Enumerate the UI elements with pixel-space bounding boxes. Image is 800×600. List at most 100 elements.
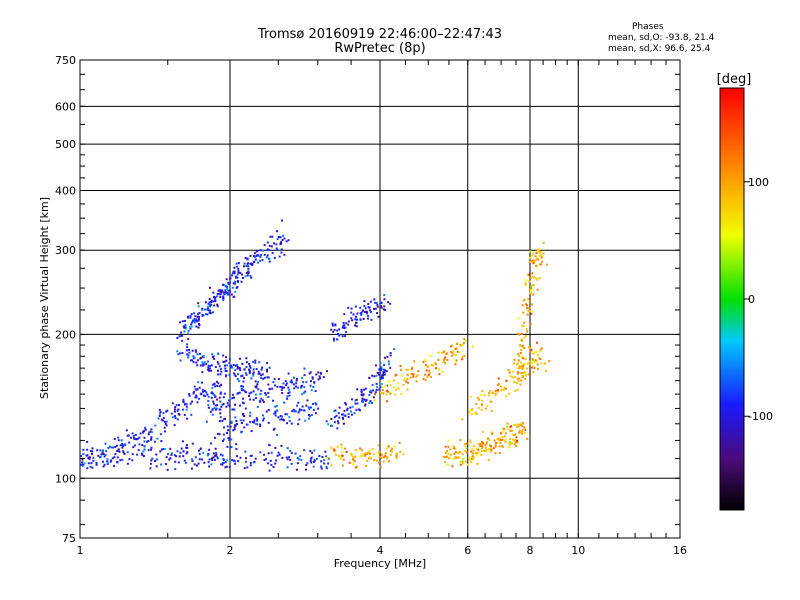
data-point-o [181, 351, 184, 354]
data-point-o [238, 380, 241, 383]
data-point-o [309, 371, 312, 374]
data-point-o [131, 432, 134, 435]
data-point-o [210, 392, 213, 395]
data-point-o [367, 315, 370, 318]
data-point-o [387, 301, 390, 304]
data-point-o [201, 388, 204, 391]
data-point-x [507, 428, 510, 431]
data-point-x [494, 392, 497, 395]
data-point-x [516, 388, 519, 391]
data-point-x [485, 448, 488, 451]
data-point-o [209, 410, 212, 413]
data-point-x [469, 441, 472, 444]
data-point-x [511, 370, 514, 373]
data-point-o [272, 428, 275, 431]
data-point-x [511, 430, 514, 433]
data-point-o [212, 392, 215, 395]
data-point-o [162, 411, 165, 414]
data-point-x [475, 412, 478, 415]
data-point-x [356, 465, 359, 468]
data-point-o [335, 414, 338, 417]
data-point-x [389, 384, 392, 387]
data-point-o [188, 351, 191, 354]
data-point-o [383, 298, 386, 301]
data-point-o [308, 415, 311, 418]
x-tick-label: 16 [673, 544, 687, 557]
data-point-o [312, 460, 315, 463]
data-point-o [261, 366, 264, 369]
data-point-o [217, 353, 220, 356]
data-point-o [220, 291, 223, 294]
data-point-o [194, 396, 197, 399]
data-point-o [298, 418, 301, 421]
data-point-o [259, 425, 262, 428]
data-point-x [468, 456, 471, 459]
data-point-o [369, 389, 372, 392]
data-point-x [517, 367, 520, 370]
data-point-o [244, 372, 247, 375]
data-point-o [251, 263, 254, 266]
data-point-x [485, 442, 488, 445]
data-point-o [255, 396, 258, 399]
data-point-o [360, 312, 363, 315]
data-point-o [333, 421, 336, 424]
data-point-o [182, 450, 185, 453]
data-point-o [80, 463, 83, 466]
data-point-o [149, 448, 152, 451]
data-point-o [225, 278, 228, 281]
data-point-o [250, 391, 253, 394]
data-point-x [400, 368, 403, 371]
data-point-x [407, 368, 410, 371]
data-point-o [227, 289, 230, 292]
data-point-o [90, 462, 93, 465]
data-point-o [310, 456, 313, 459]
data-point-o [311, 451, 314, 454]
data-point-o [245, 460, 248, 463]
data-point-x [507, 446, 510, 449]
data-point-o [259, 451, 262, 454]
data-point-o [242, 277, 245, 280]
data-point-o [380, 305, 383, 308]
data-point-o [255, 368, 258, 371]
data-point-o [216, 432, 219, 435]
data-point-o [195, 320, 198, 323]
data-point-o [249, 454, 252, 457]
data-point-o [224, 367, 227, 370]
data-point-o [265, 410, 268, 413]
data-point-o [134, 433, 137, 436]
data-point-o [213, 357, 216, 360]
data-point-o [228, 374, 231, 377]
data-point-o [337, 422, 340, 425]
data-point-o [236, 276, 239, 279]
data-point-x [458, 351, 461, 354]
data-point-o [236, 273, 239, 276]
data-point-o [334, 323, 337, 326]
data-point-o [278, 255, 281, 258]
data-point-o [126, 434, 129, 437]
data-point-o [246, 274, 249, 277]
data-point-x [498, 437, 501, 440]
data-point-o [208, 465, 211, 468]
data-point-o [376, 303, 379, 306]
data-point-o [369, 300, 372, 303]
data-point-o [207, 302, 210, 305]
data-point-o [281, 239, 284, 242]
data-point-o [287, 239, 290, 242]
data-point-o [354, 402, 357, 405]
data-point-o [198, 311, 201, 314]
data-point-o [221, 419, 224, 422]
data-point-o [376, 312, 379, 315]
data-point-x [395, 456, 398, 459]
data-point-o [233, 396, 236, 399]
data-point-x [394, 393, 397, 396]
data-point-o [193, 385, 196, 388]
data-point-o [207, 306, 210, 309]
data-point-o [242, 385, 245, 388]
data-point-x [375, 459, 378, 462]
data-point-x [416, 374, 419, 377]
data-point-o [288, 394, 291, 397]
data-point-x [521, 422, 524, 425]
phases-x-line: mean, sd,X: 96.6, 25.4 [608, 44, 711, 54]
data-point-o [275, 404, 278, 407]
